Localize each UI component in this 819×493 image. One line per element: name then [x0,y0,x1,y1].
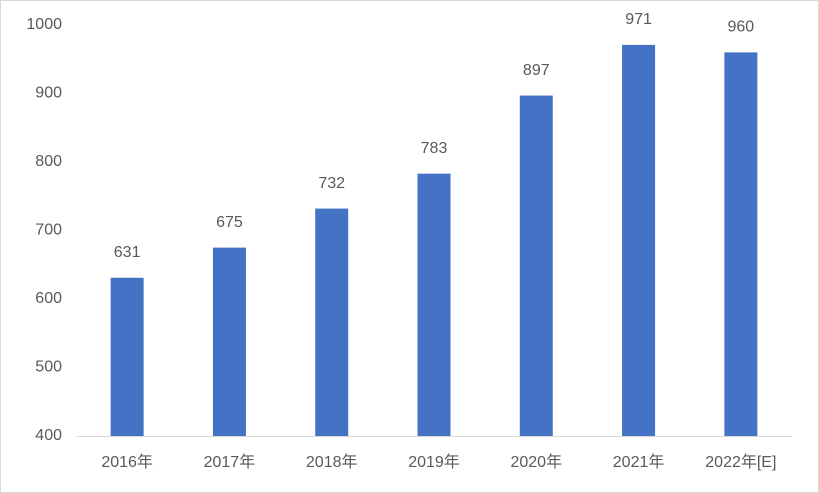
data-label: 897 [523,62,550,79]
bar [622,44,656,437]
data-label: 960 [728,19,755,36]
y-tick-label: 1000 [26,16,62,33]
data-label: 631 [114,244,141,261]
y-tick-label: 900 [35,85,62,102]
bar [110,277,144,436]
x-tick-label: 2021年 [613,453,665,471]
bar [519,95,553,437]
x-tick-label: 2022年[E] [705,453,776,471]
x-tick-label: 2017年 [204,453,256,471]
x-tick-label: 2016年 [101,453,153,471]
data-label: 732 [318,175,345,192]
data-label: 971 [625,11,652,28]
bar [315,208,349,436]
bar [724,52,758,437]
y-tick-label: 500 [35,359,62,376]
data-label: 783 [421,140,448,157]
y-tick-label: 700 [35,222,62,239]
x-tick-label: 2018年 [306,453,358,471]
y-tick-label: 400 [35,427,62,444]
y-tick-label: 600 [35,290,62,307]
y-tick-label: 800 [35,153,62,170]
bar [417,173,451,436]
x-tick-label: 2019年 [408,453,460,471]
data-label: 675 [216,214,243,231]
x-tick-label: 2020年 [510,453,562,471]
bar [212,247,246,436]
